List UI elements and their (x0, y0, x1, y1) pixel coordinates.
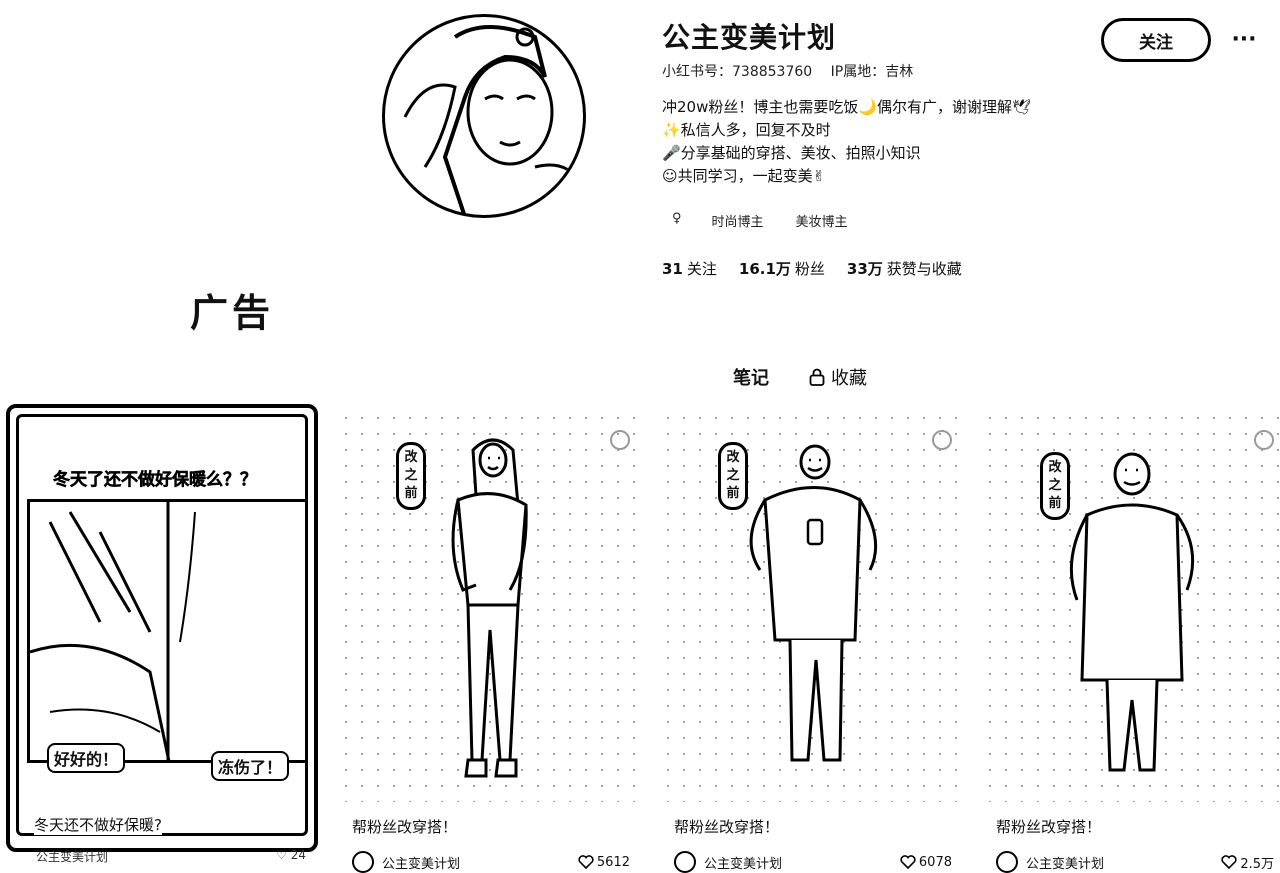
profile-tabs: 笔记 收藏 (733, 364, 867, 390)
corner-icon (932, 430, 952, 450)
profile-bio: 冲20w粉丝！博主也需要吃饭🌙偶尔有广，谢谢理解🕊 ✨私信人多，回复不及时 🎤分… (662, 96, 1031, 188)
note-card-footer: 公主变美计划 2.5万 (982, 851, 1280, 873)
ad-card-headline: 冬天了还不做好保暖么？？ (53, 470, 258, 491)
note-card-title: 帮粉丝改穿搭！ (996, 818, 1102, 836)
heart-icon (578, 855, 594, 869)
ad-photo-illustration (30, 502, 196, 760)
bio-line: ☺共同学习，一起变美✌ (662, 167, 826, 185)
heart-icon (1221, 855, 1237, 869)
note-card-title: 帮粉丝改穿搭！ (674, 818, 780, 836)
note-card-author[interactable]: 公主变美计划 (1026, 856, 1105, 872)
profile-username: 公主变美计划 (662, 21, 837, 54)
lock-icon (809, 368, 825, 386)
before-badge: 改之前 (396, 442, 426, 510)
note-card-cover: 改之前 (660, 410, 966, 802)
like-count: 2.5万 (1240, 856, 1274, 872)
ad-label: 广告 (190, 291, 275, 335)
stat-following[interactable]: 31 关注 (662, 260, 717, 278)
ad-note-card[interactable]: 冬天了还不做好保暖么？？ 好好的！ 冻伤了！ 冬天还不做好保暖? 公主变美计划 … (6, 404, 318, 864)
ad-card-photo (27, 499, 305, 763)
bio-line: ✨私信人多，回复不及时 (662, 121, 831, 139)
ad-card-likes[interactable]: ♡ 24 (276, 848, 306, 862)
like-count: 6078 (918, 854, 952, 870)
xhs-id: 小红书号：738853760 (662, 64, 813, 80)
corner-icon (610, 430, 630, 450)
profile-stats: 31 关注 16.1万 粉丝 33万 获赞与收藏 (662, 258, 962, 279)
ad-card-author[interactable]: 公主变美计划 (36, 850, 109, 864)
person-figure (749, 444, 878, 762)
note-card-footer: 公主变美计划 6078 (660, 851, 966, 873)
before-badge: 改之前 (718, 442, 748, 510)
profile-tags: ♀ 时尚博主 美妆博主 (662, 206, 860, 235)
corner-icon (1254, 430, 1274, 450)
tab-notes[interactable]: 笔记 (733, 364, 769, 390)
person-figure (1069, 452, 1195, 772)
avatar-illustration (403, 25, 583, 215)
stat-fans[interactable]: 16.1万 粉丝 (738, 260, 825, 278)
bio-line: 冲20w粉丝！博主也需要吃饭🌙偶尔有广，谢谢理解🕊 (662, 98, 1032, 116)
ip-location: IP属地：吉林 (830, 64, 914, 80)
tag-fashion: 时尚博主 (699, 206, 776, 235)
ad-card-cover: 冬天了还不做好保暖么？？ 好好的！ 冻伤了！ (16, 414, 308, 836)
note-card-author[interactable]: 公主变美计划 (382, 856, 461, 872)
heart-icon (900, 855, 916, 869)
tag-beauty: 美妆博主 (783, 206, 860, 235)
gender-female-icon: ♀ (662, 206, 692, 235)
tab-collections-label: 收藏 (831, 368, 867, 389)
tab-collections[interactable]: 收藏 (809, 364, 867, 390)
ad-bubble-good: 好好的！ (47, 743, 126, 773)
note-card-title: 帮粉丝改穿搭！ (352, 818, 458, 836)
like-button[interactable]: 2.5万 (1221, 853, 1274, 872)
note-card[interactable]: 改之前 帮粉丝改穿搭！ 公主变美计划 2.5万 (982, 410, 1280, 873)
ad-card-title: 冬天还不做好保暖? (34, 814, 162, 835)
note-card-cover: 改之前 (982, 410, 1280, 802)
note-card-author[interactable]: 公主变美计划 (704, 856, 783, 872)
tab-notes-label: 笔记 (733, 368, 769, 389)
note-card[interactable]: 改之前 帮粉丝改穿搭！ 公主变美计划 6078 (660, 410, 966, 873)
person-figure (451, 438, 528, 778)
profile-meta: 小红书号：738853760 IP属地：吉林 (662, 61, 913, 81)
like-button[interactable]: 6078 (900, 855, 952, 870)
ad-bubble-frostbite: 冻伤了！ (211, 751, 290, 781)
note-card-cover: 改之前 (338, 410, 644, 802)
like-button[interactable]: 5612 (578, 855, 630, 870)
ad-card-footer: 公主变美计划 ♡ 24 (36, 848, 306, 865)
note-card[interactable]: 改之前 帮粉丝改穿搭！ 公主变美计划 5612 (338, 410, 644, 873)
profile-avatar (382, 14, 586, 218)
more-options-button[interactable]: ··· (1231, 26, 1257, 52)
like-count: 5612 (596, 854, 630, 870)
stat-likes: 33万 获赞与收藏 (846, 260, 962, 278)
bio-line: 🎤分享基础的穿搭、美妆、拍照小知识 (662, 144, 921, 162)
follow-button[interactable]: 关注 (1101, 18, 1211, 62)
before-badge: 改之前 (1040, 452, 1070, 520)
